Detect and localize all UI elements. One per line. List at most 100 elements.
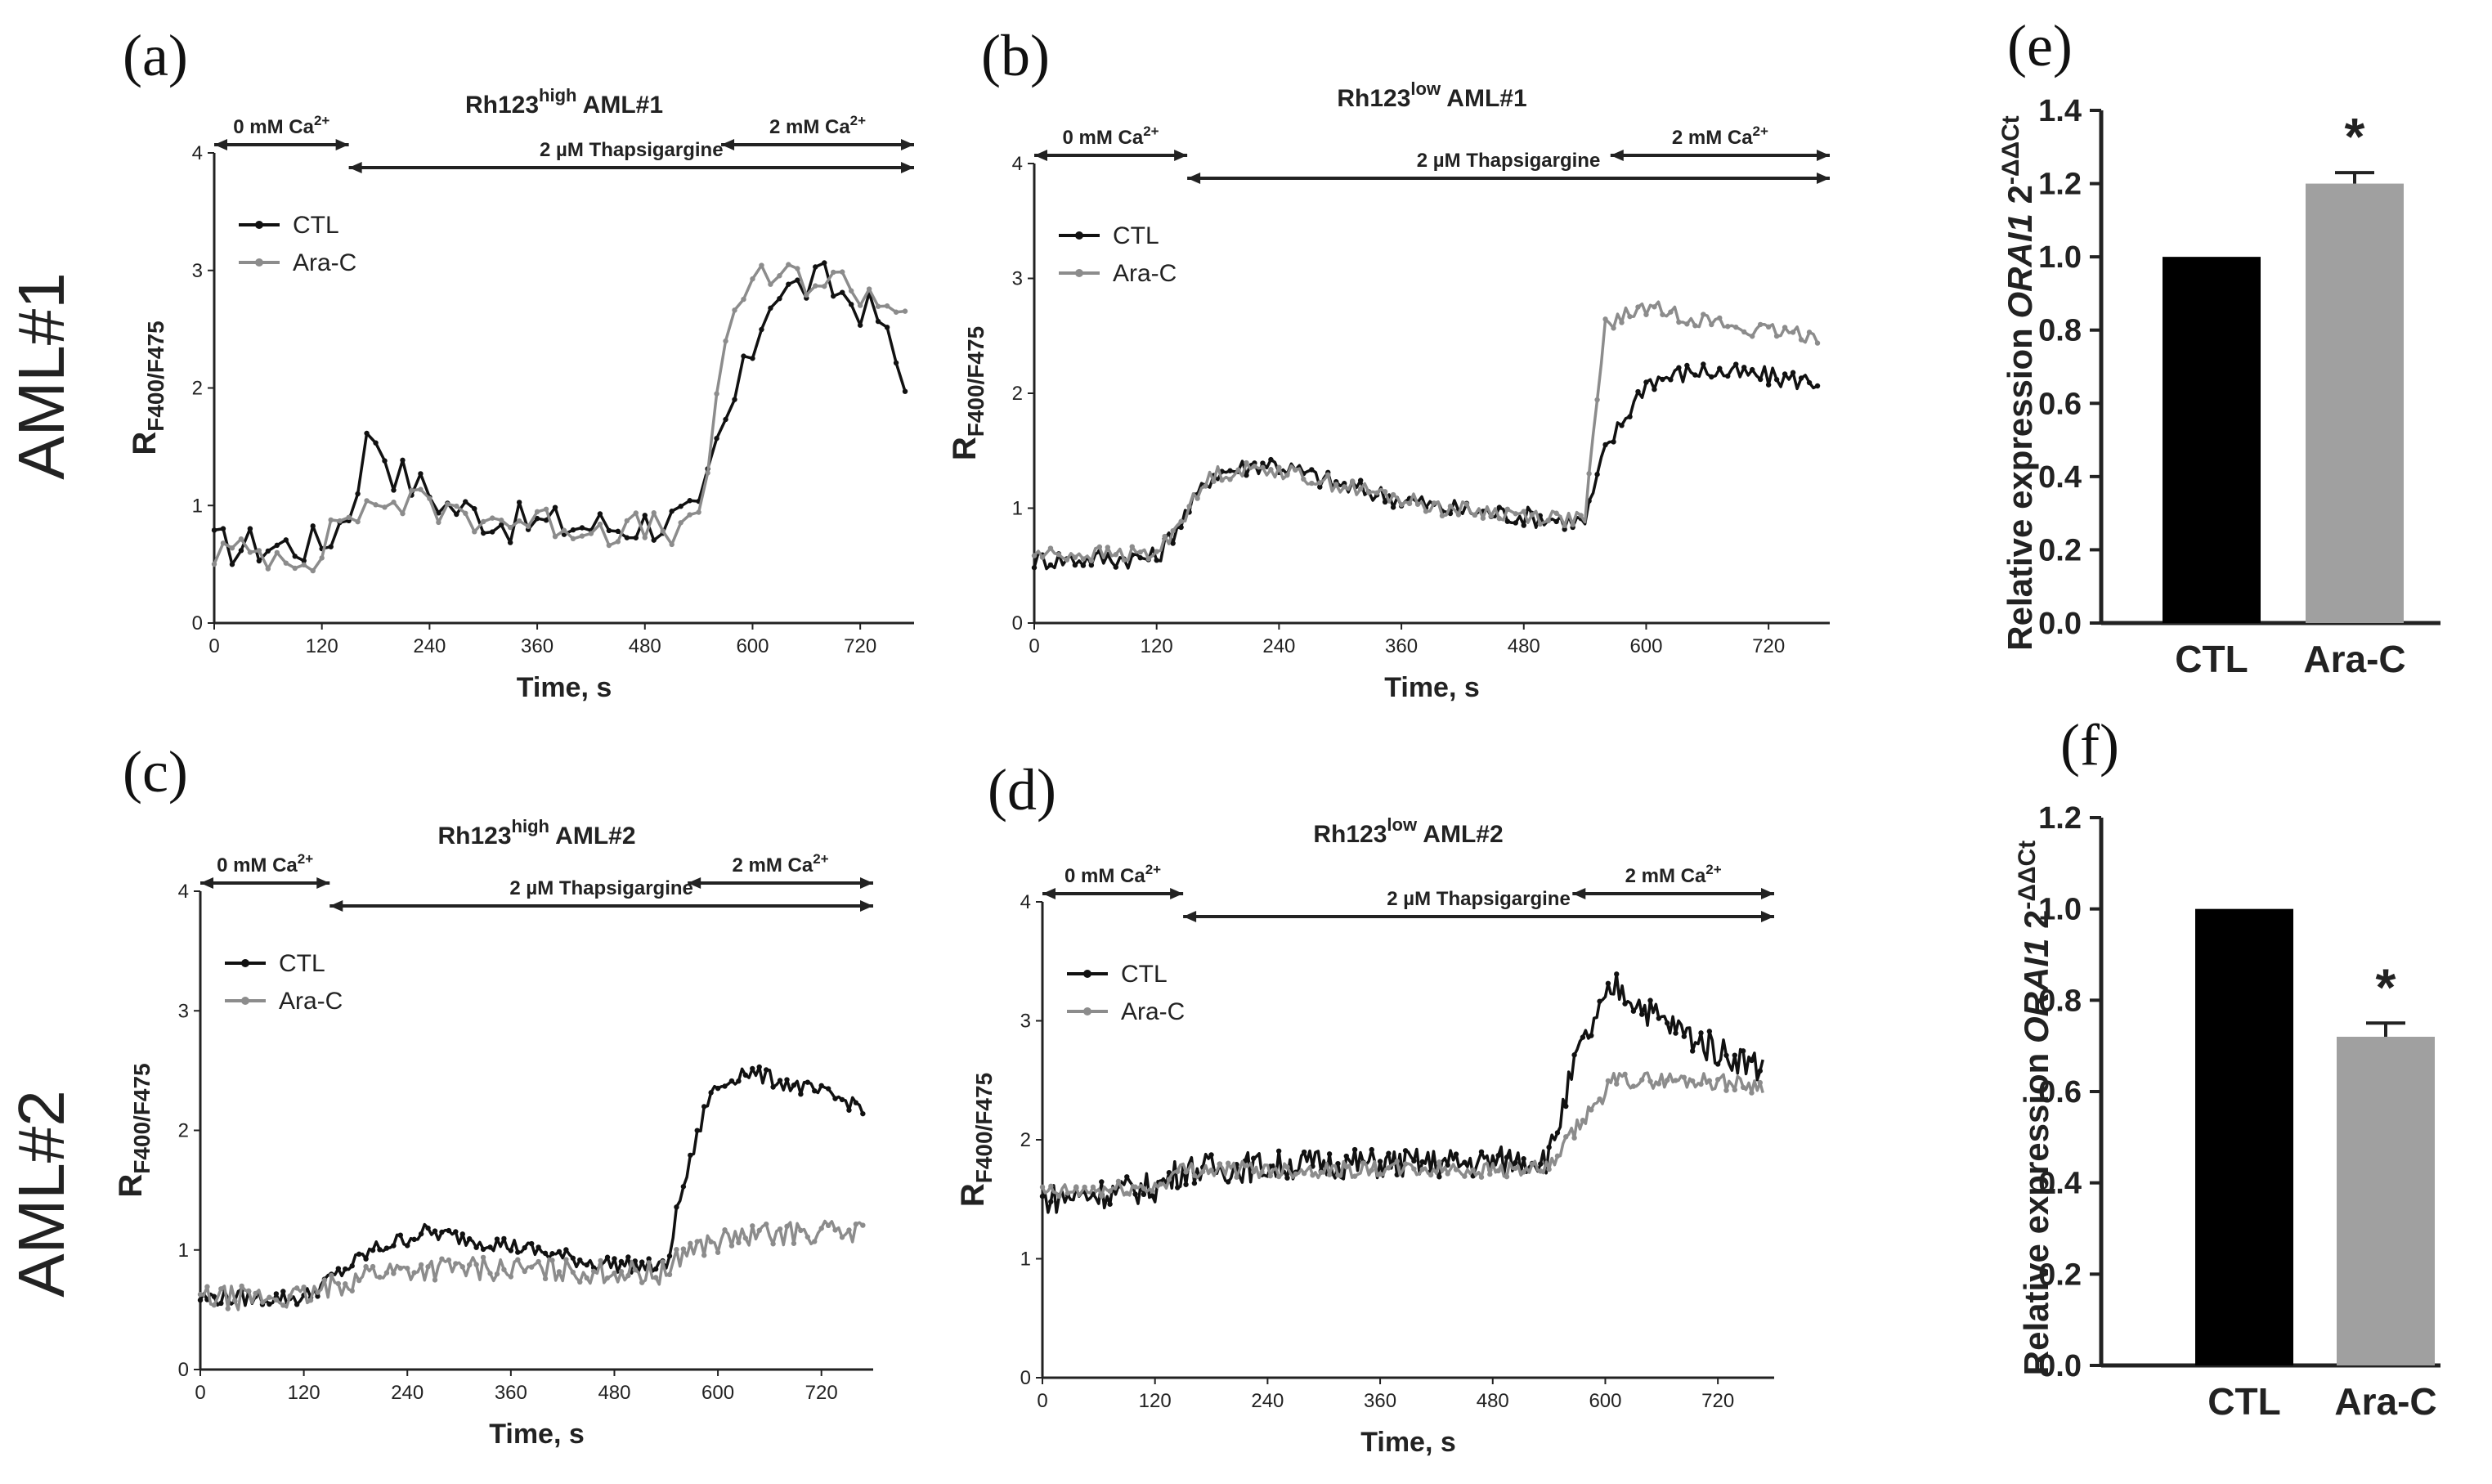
data-point (1342, 484, 1347, 490)
data-point (1717, 315, 1723, 321)
data-point (536, 1244, 541, 1250)
data-point (1749, 1090, 1755, 1096)
data-point (1757, 1068, 1763, 1074)
data-point (750, 1223, 755, 1229)
data-point (1668, 309, 1674, 315)
data-point (346, 514, 352, 521)
arrow-head (316, 877, 330, 889)
data-point (1463, 501, 1470, 507)
data-point (579, 525, 585, 531)
data-point (840, 269, 845, 275)
data-point (1639, 1077, 1645, 1083)
data-point (696, 509, 701, 515)
data-point (666, 1253, 673, 1259)
data-point (472, 529, 477, 535)
y-tick-label: 1.0 (2038, 240, 2082, 275)
data-point (1191, 1180, 1198, 1186)
legend-marker (241, 997, 249, 1005)
y-tick-label: 2 (1020, 1129, 1031, 1151)
data-point (508, 1274, 514, 1280)
data-point (798, 1091, 804, 1097)
data-point (1790, 370, 1796, 375)
data-point (1064, 557, 1070, 563)
data-point (1428, 1172, 1434, 1178)
data-point (534, 515, 540, 522)
data-point (391, 500, 397, 505)
data-point (1689, 1048, 1696, 1054)
data-point (1647, 998, 1653, 1003)
data-point (1652, 304, 1657, 310)
data-point (1406, 500, 1413, 507)
data-point (1668, 377, 1674, 383)
data-point (615, 539, 621, 545)
annotation-label: 0 mM Ca2+ (1063, 123, 1159, 149)
data-point (705, 470, 710, 476)
data-point (467, 1262, 473, 1268)
y-tick-label: 0.2 (2038, 533, 2082, 567)
data-point (791, 1240, 797, 1246)
y-tick-label: 4 (1020, 891, 1031, 913)
data-point (642, 513, 648, 518)
data-point (480, 1254, 486, 1261)
data-point (467, 1235, 473, 1242)
data-point (770, 1241, 776, 1247)
data-point (1472, 512, 1478, 518)
data-point (1723, 1087, 1729, 1093)
data-point (453, 1261, 459, 1267)
data-point (1335, 1160, 1341, 1167)
data-point (750, 1065, 755, 1072)
data-point (1090, 1184, 1096, 1190)
data-point (1227, 468, 1233, 473)
data-point (1643, 379, 1649, 385)
data-point (570, 1269, 576, 1276)
x-tick-label: 240 (1262, 635, 1295, 657)
data-point (741, 353, 746, 359)
data-point (1664, 1077, 1670, 1083)
data-point (1806, 330, 1813, 335)
data-point (294, 1285, 300, 1291)
data-point (481, 518, 486, 525)
data-point (1390, 491, 1396, 498)
data-point (400, 457, 406, 464)
data-point (1619, 423, 1625, 428)
panel-e: (e) 0.0 0.2 0.4 0.6 0.8 1.0 1.2 1.4 CTL * Ara-C Rela… (1997, 13, 2440, 680)
data-point (832, 1096, 838, 1101)
x-tick-label: 600 (701, 1382, 734, 1404)
data-point (490, 515, 495, 521)
arrow-head (1817, 173, 1830, 184)
data-point (1611, 439, 1616, 445)
data-point (1594, 397, 1600, 403)
data-point (736, 1240, 742, 1246)
data-point (1513, 1165, 1518, 1172)
data-point (274, 542, 280, 549)
x-tick-label: 0 (208, 635, 219, 657)
data-point (211, 527, 217, 533)
x-tick-label: 600 (1629, 635, 1662, 657)
data-point (515, 1249, 521, 1255)
panel-letter: (c) (123, 739, 188, 805)
data-point (552, 504, 558, 510)
y-tick-label: 1.4 (2038, 94, 2082, 128)
x-tick-label: 120 (306, 635, 338, 657)
data-point (604, 1254, 611, 1260)
arrow-head (1042, 888, 1056, 899)
data-point (1154, 558, 1159, 563)
data-point (211, 1302, 217, 1308)
data-point (490, 529, 495, 535)
data-point (1597, 1096, 1602, 1102)
data-point (363, 1256, 369, 1262)
chart-title: Rh123high AML#1 (465, 85, 663, 119)
data-point (197, 1297, 204, 1303)
data-point (239, 1283, 244, 1289)
annotation-label: 2 µM Thapsigargine (509, 877, 693, 899)
data-point (1462, 1173, 1468, 1179)
data-point (1709, 321, 1714, 328)
data-point (1814, 340, 1821, 346)
x-tick-label: Ara-C (2334, 1380, 2436, 1423)
data-point (1673, 1078, 1679, 1083)
data-point (418, 1231, 424, 1237)
data-point (1605, 980, 1611, 987)
data-point (292, 554, 298, 559)
data-point (337, 518, 343, 524)
data-point (646, 1260, 652, 1266)
